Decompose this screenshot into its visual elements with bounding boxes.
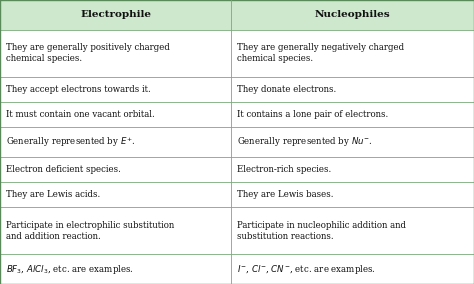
Bar xyxy=(231,0,474,30)
Text: They are generally negatively charged
chemical species.: They are generally negatively charged ch… xyxy=(237,43,404,63)
Text: Participate in nucleophilic addition and
substitution reactions.: Participate in nucleophilic addition and… xyxy=(237,221,406,241)
Text: Electron-rich species.: Electron-rich species. xyxy=(237,165,331,174)
Text: Electron deficient species.: Electron deficient species. xyxy=(6,165,120,174)
Bar xyxy=(0,182,231,207)
Bar xyxy=(231,77,474,102)
Bar xyxy=(231,207,474,254)
Bar xyxy=(231,157,474,182)
Text: $I^{-}$, $Cl^{-}$, $CN^{-}$, etc. are examples.: $I^{-}$, $Cl^{-}$, $CN^{-}$, etc. are ex… xyxy=(237,263,376,276)
Text: It contains a lone pair of electrons.: It contains a lone pair of electrons. xyxy=(237,110,388,119)
Bar xyxy=(231,102,474,127)
Text: They are generally positively charged
chemical species.: They are generally positively charged ch… xyxy=(6,43,170,63)
Bar xyxy=(0,207,231,254)
Text: Nucleophiles: Nucleophiles xyxy=(315,10,391,19)
Text: Generally represented by $Nu^{-}$.: Generally represented by $Nu^{-}$. xyxy=(237,135,373,149)
Text: They donate electrons.: They donate electrons. xyxy=(237,85,336,94)
Text: Generally represented by $E^{+}$.: Generally represented by $E^{+}$. xyxy=(6,135,135,149)
Text: It must contain one vacant orbital.: It must contain one vacant orbital. xyxy=(6,110,155,119)
Bar xyxy=(0,0,231,30)
Bar xyxy=(0,254,231,284)
Text: They are Lewis acids.: They are Lewis acids. xyxy=(6,190,100,199)
Text: They accept electrons towards it.: They accept electrons towards it. xyxy=(6,85,150,94)
Bar xyxy=(231,127,474,157)
Bar xyxy=(0,102,231,127)
Bar xyxy=(0,30,231,77)
Bar xyxy=(0,157,231,182)
Bar xyxy=(0,77,231,102)
Bar xyxy=(0,127,231,157)
Text: $BF_{3}$, $AlCl_{3}$, etc. are examples.: $BF_{3}$, $AlCl_{3}$, etc. are examples. xyxy=(6,263,134,276)
Text: They are Lewis bases.: They are Lewis bases. xyxy=(237,190,334,199)
Bar xyxy=(231,182,474,207)
Bar xyxy=(231,30,474,77)
Text: Electrophile: Electrophile xyxy=(80,10,151,19)
Bar xyxy=(231,254,474,284)
Text: Participate in electrophilic substitution
and addition reaction.: Participate in electrophilic substitutio… xyxy=(6,221,174,241)
